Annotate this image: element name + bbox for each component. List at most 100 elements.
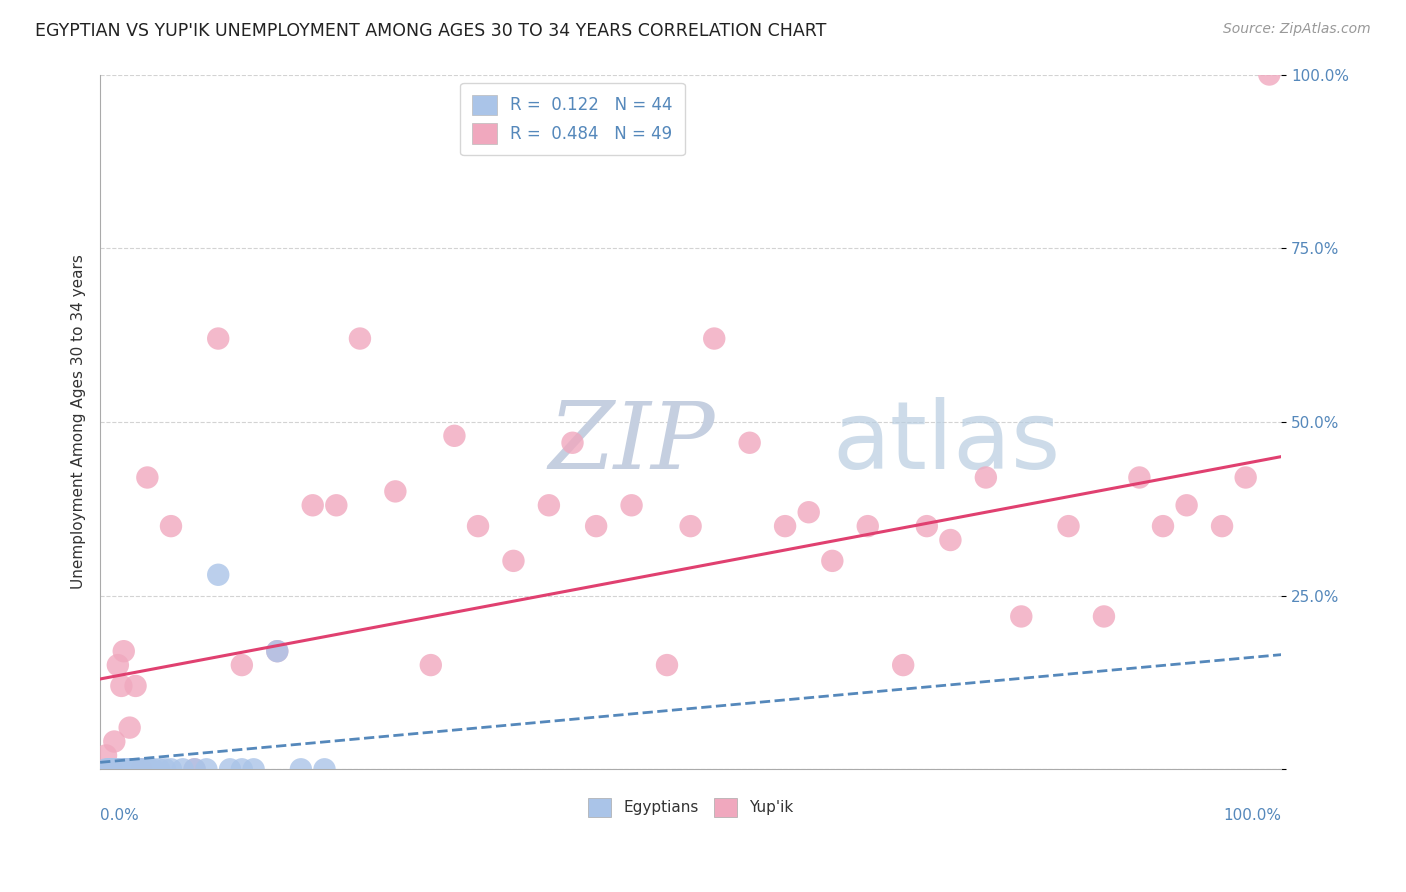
Point xyxy=(94,748,117,763)
Point xyxy=(101,762,124,776)
Point xyxy=(142,762,165,776)
Point xyxy=(1128,470,1150,484)
Point xyxy=(231,762,253,776)
Point xyxy=(134,762,156,776)
Point xyxy=(207,332,229,346)
Point xyxy=(738,435,761,450)
Point xyxy=(103,762,125,776)
Point xyxy=(585,519,607,533)
Legend: Egyptians, Yup'ik: Egyptians, Yup'ik xyxy=(581,790,801,824)
Point xyxy=(703,332,725,346)
Point xyxy=(118,721,141,735)
Point xyxy=(118,762,141,776)
Point xyxy=(138,762,160,776)
Point xyxy=(148,762,170,776)
Point xyxy=(1234,470,1257,484)
Point xyxy=(939,533,962,547)
Point xyxy=(856,519,879,533)
Point xyxy=(124,679,146,693)
Point xyxy=(537,498,560,512)
Point xyxy=(127,762,149,776)
Text: 0.0%: 0.0% xyxy=(100,807,139,822)
Point xyxy=(131,762,153,776)
Point xyxy=(443,429,465,443)
Point xyxy=(153,762,176,776)
Point xyxy=(115,762,138,776)
Point xyxy=(1010,609,1032,624)
Point xyxy=(195,762,218,776)
Point xyxy=(1152,519,1174,533)
Point xyxy=(117,762,139,776)
Point xyxy=(105,762,128,776)
Point xyxy=(301,498,323,512)
Y-axis label: Unemployment Among Ages 30 to 34 years: Unemployment Among Ages 30 to 34 years xyxy=(72,254,86,590)
Point xyxy=(107,762,129,776)
Point xyxy=(384,484,406,499)
Point xyxy=(349,332,371,346)
Text: atlas: atlas xyxy=(832,397,1060,489)
Point xyxy=(108,762,131,776)
Point xyxy=(502,554,524,568)
Point xyxy=(679,519,702,533)
Point xyxy=(891,658,914,673)
Point xyxy=(172,762,194,776)
Point xyxy=(219,762,242,776)
Point xyxy=(915,519,938,533)
Point xyxy=(118,762,141,776)
Point xyxy=(98,762,121,776)
Point xyxy=(121,762,143,776)
Point xyxy=(620,498,643,512)
Text: Source: ZipAtlas.com: Source: ZipAtlas.com xyxy=(1223,22,1371,37)
Point xyxy=(97,762,120,776)
Point xyxy=(101,762,124,776)
Text: ZIP: ZIP xyxy=(548,398,716,488)
Point xyxy=(1211,519,1233,533)
Point xyxy=(101,762,124,776)
Point xyxy=(242,762,264,776)
Text: EGYPTIAN VS YUP'IK UNEMPLOYMENT AMONG AGES 30 TO 34 YEARS CORRELATION CHART: EGYPTIAN VS YUP'IK UNEMPLOYMENT AMONG AG… xyxy=(35,22,827,40)
Point xyxy=(231,658,253,673)
Point xyxy=(136,762,159,776)
Point xyxy=(110,679,132,693)
Point xyxy=(136,470,159,484)
Point xyxy=(108,762,131,776)
Point xyxy=(797,505,820,519)
Point xyxy=(160,519,183,533)
Point xyxy=(1057,519,1080,533)
Point xyxy=(98,762,121,776)
Point xyxy=(112,762,135,776)
Point xyxy=(107,658,129,673)
Point xyxy=(104,762,127,776)
Point xyxy=(561,435,583,450)
Point xyxy=(112,644,135,658)
Point xyxy=(1258,68,1281,82)
Point xyxy=(131,762,153,776)
Point xyxy=(773,519,796,533)
Point xyxy=(100,762,122,776)
Point xyxy=(183,762,205,776)
Point xyxy=(101,762,124,776)
Point xyxy=(160,762,183,776)
Point xyxy=(124,762,146,776)
Point xyxy=(183,762,205,776)
Point xyxy=(122,762,145,776)
Point xyxy=(314,762,336,776)
Point xyxy=(1092,609,1115,624)
Point xyxy=(103,734,125,748)
Point xyxy=(821,554,844,568)
Text: 100.0%: 100.0% xyxy=(1223,807,1281,822)
Point xyxy=(467,519,489,533)
Point xyxy=(655,658,678,673)
Point xyxy=(290,762,312,776)
Point xyxy=(128,762,150,776)
Point xyxy=(110,762,132,776)
Point xyxy=(325,498,347,512)
Point xyxy=(101,762,124,776)
Point xyxy=(419,658,441,673)
Point xyxy=(207,567,229,582)
Point xyxy=(111,762,134,776)
Point xyxy=(266,644,288,658)
Point xyxy=(1175,498,1198,512)
Point xyxy=(974,470,997,484)
Point xyxy=(266,644,288,658)
